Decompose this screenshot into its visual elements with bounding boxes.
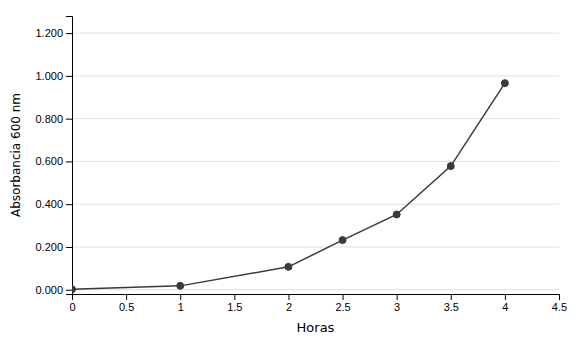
- tick-label: 4.5: [552, 301, 567, 313]
- tick: 4: [502, 294, 508, 313]
- tick-label: 3: [394, 301, 400, 313]
- tick-label: 1.5: [227, 301, 242, 313]
- grid-line: [72, 161, 559, 162]
- tick-mark: [180, 294, 181, 300]
- grid-line: [72, 75, 559, 76]
- axis-line: [66, 17, 73, 295]
- tick: 0.200: [35, 241, 72, 253]
- point: [285, 263, 292, 270]
- tick-mark: [234, 294, 235, 300]
- axis-line: [73, 295, 560, 301]
- grid: [72, 33, 559, 290]
- point: [447, 163, 454, 170]
- tick: 0.400: [35, 198, 72, 210]
- grid-line: [72, 246, 559, 247]
- y-axis-title: Absorbancia 600 nm: [9, 93, 23, 217]
- tick-mark: [343, 294, 344, 300]
- tick-label: 0: [69, 301, 75, 313]
- x-axis-title: Horas: [297, 320, 335, 335]
- tick-label: 2: [286, 301, 292, 313]
- tick-label: 2.5: [335, 301, 350, 313]
- tick: 0.5: [119, 294, 134, 313]
- tick-mark: [66, 204, 72, 205]
- tick: 1.200: [35, 27, 72, 39]
- tick: 1: [178, 294, 184, 313]
- tick: 0.800: [35, 113, 72, 125]
- tick-label: 0.600: [35, 155, 63, 167]
- tick: 1.5: [227, 294, 242, 313]
- tick: 3.5: [444, 294, 459, 313]
- point: [72, 286, 76, 293]
- plot: 0 0.5 1 1.5 2 2.5 3 3.5 4 4.5 0.000 0.200 0.400 0.600…: [35, 17, 567, 313]
- grid-line: [72, 118, 559, 119]
- tick-mark: [451, 294, 452, 300]
- tick: 3: [394, 294, 400, 313]
- tick-mark: [66, 290, 72, 291]
- y-axis: 0.000 0.200 0.400 0.600 0.800 1.000 1.200: [35, 17, 72, 296]
- grid-line: [72, 289, 559, 290]
- line: [72, 83, 505, 289]
- tick-mark: [505, 294, 506, 300]
- tick-mark: [66, 247, 72, 248]
- tick-label: 0.000: [35, 284, 63, 296]
- point: [177, 282, 184, 289]
- tick-mark: [66, 33, 72, 34]
- tick-label: 1.200: [35, 27, 63, 39]
- tick-mark: [66, 161, 72, 162]
- tick-label: 4: [502, 301, 508, 313]
- grid-line: [72, 33, 559, 34]
- tick-mark: [288, 294, 289, 300]
- point: [339, 237, 346, 244]
- tick-mark: [397, 294, 398, 300]
- tick-label: 1: [178, 301, 184, 313]
- tick: 0.000: [35, 284, 72, 296]
- tick-label: 3.5: [444, 301, 459, 313]
- tick: 2: [286, 294, 292, 313]
- tick: 0.600: [35, 155, 72, 167]
- tick: 4.5: [552, 294, 567, 313]
- tick: 0: [69, 294, 75, 313]
- grid-line: [72, 204, 559, 205]
- point: [501, 80, 508, 87]
- point: [393, 211, 400, 218]
- tick-label: 0.200: [35, 241, 63, 253]
- tick-mark: [66, 119, 72, 120]
- tick: 1.000: [35, 70, 72, 82]
- x-axis: 0 0.5 1 1.5 2 2.5 3 3.5 4 4.5: [69, 294, 567, 313]
- tick-label: 0.400: [35, 198, 63, 210]
- tick-mark: [66, 76, 72, 77]
- tick-label: 1.000: [35, 70, 63, 82]
- tick-mark: [559, 294, 560, 300]
- tick-mark: [126, 294, 127, 300]
- chart: 0 0.5 1 1.5 2 2.5 3 3.5 4 4.5 0.000 0.200 0.400 0.600…: [0, 0, 581, 342]
- tick-label: 0.5: [119, 301, 134, 313]
- tick-label: 0.800: [35, 113, 63, 125]
- tick: 2.5: [335, 294, 350, 313]
- marks: [72, 80, 508, 293]
